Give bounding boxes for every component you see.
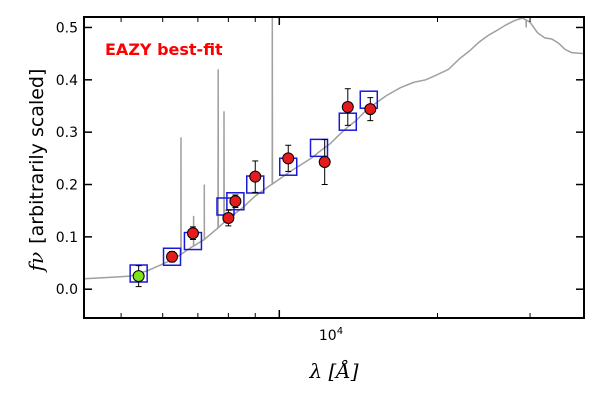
observed-point: [341, 101, 354, 114]
y-tick-label: 0.3: [56, 125, 78, 141]
y-axis-text: [arbitrarily scaled]: [26, 69, 48, 244]
x-axis-label: λ [Å]: [308, 358, 358, 383]
y-axis-symbol: fν: [24, 252, 48, 274]
y-tick-label: 0.4: [56, 73, 78, 89]
y-tick-label: 0.0: [56, 282, 78, 298]
x-tick-label-base: 10: [319, 328, 337, 344]
model-point: [309, 138, 329, 158]
model-point: [226, 192, 245, 211]
observed-point: [282, 152, 295, 165]
x-tick-label-exp: 4: [337, 326, 343, 337]
y-tick-label: 0.1: [56, 230, 78, 246]
x-tick-label: 104: [319, 326, 343, 344]
plot-frame: [83, 16, 585, 319]
observed-point: [364, 103, 377, 116]
annotation-label: EAZY best-fit: [105, 40, 223, 59]
model-point: [162, 247, 182, 267]
observed-point: [186, 227, 199, 240]
observed-point: [166, 250, 179, 263]
axis-ticks: [84, 17, 584, 318]
y-tick-labels: 0.0 0.1 0.2 0.3 0.4 0.5: [56, 20, 78, 298]
observed-point: [132, 270, 145, 283]
y-tick-label: 0.2: [56, 178, 78, 194]
y-tick-label: 0.5: [56, 20, 78, 36]
y-axis-label: fν [arbitrarily scaled]: [24, 69, 48, 274]
observed-point: [222, 212, 235, 225]
observed-photometry: [132, 101, 377, 283]
observed-point: [249, 170, 262, 183]
observed-point: [318, 156, 331, 169]
observed-point: [229, 195, 242, 208]
